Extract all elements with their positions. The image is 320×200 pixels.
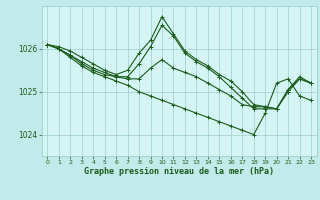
X-axis label: Graphe pression niveau de la mer (hPa): Graphe pression niveau de la mer (hPa) [84, 167, 274, 176]
